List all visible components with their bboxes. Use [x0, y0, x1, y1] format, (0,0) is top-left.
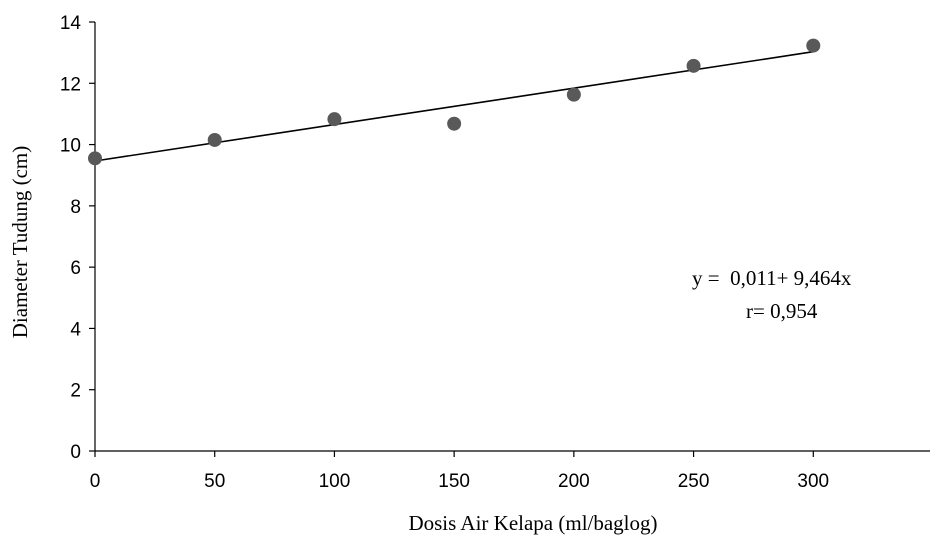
y-tick-label: 4 — [70, 319, 81, 340]
y-tick-label: 12 — [60, 74, 81, 95]
y-tick-label: 2 — [70, 381, 81, 402]
data-point — [686, 58, 701, 73]
x-tick-label: 100 — [319, 471, 351, 492]
data-point — [327, 112, 342, 127]
y-tick-label: 10 — [60, 136, 81, 157]
x-tick-label: 200 — [558, 471, 590, 492]
y-axis-ticks: 0 2 4 6 8 10 12 14 — [60, 13, 95, 463]
x-tick-label: 0 — [90, 471, 101, 492]
trendline — [94, 50, 814, 162]
axes — [94, 22, 930, 452]
data-points — [88, 38, 821, 166]
x-axis-ticks: 0 50 100 150 200 250 300 — [90, 451, 829, 492]
data-point — [566, 87, 581, 102]
x-tick-label: 250 — [678, 471, 710, 492]
x-axis-title: Dosis Air Kelapa (ml/baglog) — [408, 511, 657, 535]
y-tick-label: 0 — [70, 442, 81, 463]
y-tick-label: 6 — [70, 258, 81, 279]
x-tick-label: 300 — [797, 471, 829, 492]
regression-equation: y = 0,011+ 9,464x — [692, 266, 852, 290]
y-axis-title: Diameter Tudung (cm) — [8, 146, 32, 338]
x-tick-label: 150 — [438, 471, 470, 492]
data-point — [88, 151, 102, 166]
y-tick-label: 14 — [60, 13, 82, 34]
y-tick-label: 8 — [70, 197, 81, 218]
data-point — [806, 38, 821, 53]
correlation-value: r= 0,954 — [746, 299, 818, 323]
data-point — [447, 116, 462, 131]
data-point — [207, 132, 222, 147]
x-tick-label: 50 — [204, 471, 225, 492]
